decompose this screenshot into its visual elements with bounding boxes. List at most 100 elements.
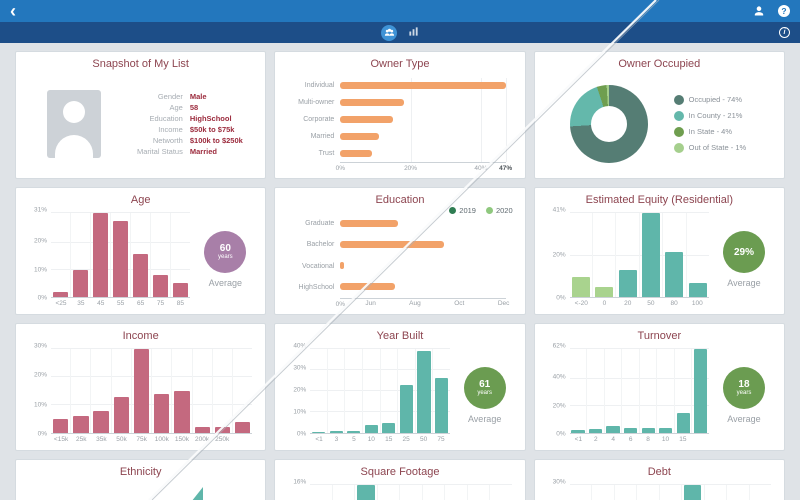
x-tick-label: 0 bbox=[602, 300, 607, 307]
legend-label: Occupied - 74% bbox=[688, 95, 743, 104]
bar bbox=[52, 419, 69, 433]
y-axis: 40% 30% 20% 10% 0% bbox=[284, 343, 310, 438]
age-chart: 31% 20% 10% 0% <25 35 45 55 65 75 85 bbox=[25, 207, 194, 309]
y-axis: 16% bbox=[284, 478, 310, 500]
bar-slot bbox=[172, 349, 193, 433]
bar bbox=[347, 430, 361, 433]
bar bbox=[340, 98, 404, 106]
bar-slot bbox=[233, 349, 252, 433]
back-button[interactable]: ‹ bbox=[10, 1, 16, 21]
x-tick-label: 10 bbox=[367, 436, 375, 443]
bar-slot bbox=[445, 485, 468, 500]
card-education: Education Graduate Bachelor Vocational High… bbox=[274, 187, 526, 315]
x-axis: <1 2 4 6 8 10 15 bbox=[570, 434, 709, 445]
bar-slot bbox=[310, 349, 328, 433]
tab-audience[interactable] bbox=[381, 24, 397, 41]
category-label: Graduate bbox=[305, 220, 335, 228]
x-tick-label bbox=[337, 298, 359, 307]
bar bbox=[659, 428, 673, 433]
bar bbox=[93, 410, 109, 433]
bar bbox=[641, 428, 655, 433]
income-chart: 30% 20% 10% 0% <15k 25k 35k 50k 75k 100k 150k 200k 2… bbox=[25, 343, 256, 445]
legend-item: In County - 21% bbox=[673, 110, 747, 121]
x-tick-label: 20% bbox=[404, 165, 418, 172]
bar bbox=[93, 213, 109, 297]
x-tick-label: Aug bbox=[409, 300, 421, 307]
bar bbox=[684, 485, 702, 500]
bar-slot bbox=[355, 485, 378, 500]
x-tick-label: 10 bbox=[661, 436, 670, 443]
category-label: Individual bbox=[304, 82, 335, 89]
field-label: Gender bbox=[157, 91, 183, 101]
x-tick-label: <1 bbox=[315, 436, 323, 443]
y-axis: 31% 20% 10% 0% bbox=[25, 207, 51, 302]
bar bbox=[382, 422, 396, 433]
bar bbox=[694, 349, 708, 433]
bar-slot bbox=[663, 213, 687, 297]
bar-slot bbox=[381, 349, 399, 433]
x-tick-label: 2 bbox=[593, 436, 598, 443]
x-tick-label: 150k bbox=[174, 436, 189, 443]
legend-label: In State - 4% bbox=[688, 127, 733, 136]
x-tick-label: 45 bbox=[97, 300, 105, 307]
x-axis: <-20 0 20 50 80 100 bbox=[570, 298, 709, 309]
equity-chart: 41% 20% 0% <-20 0 20 50 80 100 bbox=[544, 207, 713, 309]
card-owner-occupied: Owner Occupied Occupied - 74% In County -… bbox=[533, 51, 785, 179]
x-tick-label: 85 bbox=[176, 300, 184, 307]
bar-slot bbox=[112, 349, 132, 433]
bars bbox=[570, 349, 709, 433]
bar bbox=[235, 421, 251, 433]
card-title: Year Built bbox=[376, 330, 424, 342]
bar bbox=[52, 291, 69, 297]
x-tick-label: 75 bbox=[437, 436, 445, 443]
x-tick-label: Dec bbox=[497, 300, 510, 307]
card-title: Snapshot of My List bbox=[92, 58, 189, 70]
y-tick-label: 30% bbox=[293, 364, 307, 372]
legend-dot bbox=[673, 126, 684, 137]
ghost-legend: 2019 2020 bbox=[449, 206, 513, 215]
bar bbox=[113, 396, 129, 433]
card-income: Income 30% 20% 10% 0% <15k 25k 35k 50k 75k 100k 15… bbox=[15, 323, 267, 451]
x-tick-label: 75k bbox=[136, 436, 147, 443]
x-tick-label: <1 bbox=[574, 436, 583, 443]
tab-reports[interactable] bbox=[408, 24, 419, 42]
bar-slot bbox=[213, 349, 234, 433]
badge-caption: Average bbox=[727, 414, 761, 424]
x-tick-label: 47% bbox=[499, 165, 513, 172]
average-badge: 61 years bbox=[463, 367, 506, 409]
bar-slot bbox=[490, 485, 511, 500]
bar-row: Multi-owner bbox=[284, 98, 515, 107]
card-title: Income bbox=[122, 330, 159, 342]
category-label: Corporate bbox=[303, 116, 335, 123]
card-title: Ethnicity bbox=[119, 466, 162, 478]
bar-slot bbox=[398, 349, 416, 433]
legend-item: In State - 4% bbox=[673, 126, 747, 137]
bar-slot bbox=[131, 213, 152, 297]
card-square-footage: Square Footage 16% bbox=[274, 459, 526, 500]
badge-caption: Average bbox=[208, 278, 242, 288]
x-tick-label: 8 bbox=[646, 436, 650, 443]
bar-track bbox=[340, 81, 506, 90]
x-axis: <1 3 5 10 15 25 50 75 bbox=[310, 434, 449, 445]
bar bbox=[676, 412, 690, 433]
field-label: Networth bbox=[152, 135, 183, 145]
field-value: $100k to $250k bbox=[189, 135, 243, 145]
bar bbox=[174, 391, 190, 433]
bar-slot bbox=[433, 349, 450, 433]
category-label: Married bbox=[310, 133, 335, 140]
user-icon[interactable] bbox=[753, 5, 765, 17]
card-title: Debt bbox=[647, 466, 671, 478]
bar bbox=[72, 269, 89, 297]
bar-slot bbox=[111, 213, 132, 297]
bar bbox=[623, 428, 638, 433]
help-icon[interactable]: ? bbox=[778, 5, 790, 17]
bar-slot bbox=[423, 485, 446, 500]
x-tick-label: 25 bbox=[402, 436, 410, 443]
bar bbox=[588, 428, 603, 433]
bar-row: Individual bbox=[284, 81, 515, 90]
bar-slot bbox=[615, 485, 638, 500]
avatar bbox=[47, 89, 101, 158]
y-tick-label: 16% bbox=[293, 478, 307, 486]
x-tick-label: 3 bbox=[334, 436, 339, 443]
info-icon[interactable]: i bbox=[779, 27, 790, 38]
